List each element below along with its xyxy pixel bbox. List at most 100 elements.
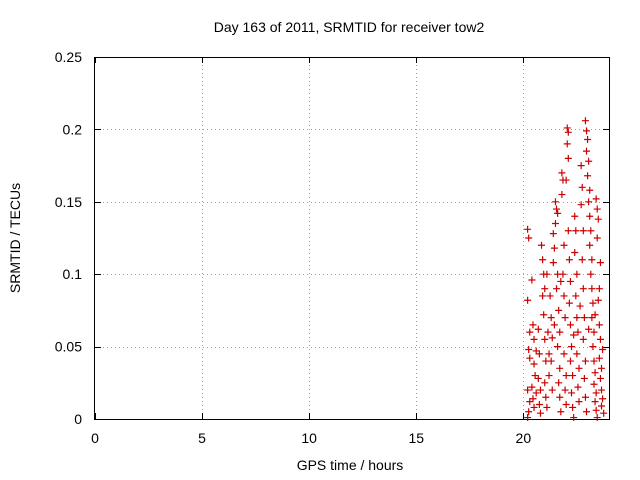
- data-point: [572, 292, 580, 300]
- data-point: [562, 401, 570, 409]
- data-point: [589, 299, 597, 307]
- data-point: [534, 374, 542, 382]
- data-point: [586, 212, 594, 220]
- data-point: [579, 285, 587, 293]
- data-point: [571, 212, 579, 220]
- data-point: [598, 386, 606, 394]
- data-point: [562, 176, 570, 184]
- data-point: [543, 403, 551, 411]
- data-point: [555, 379, 563, 387]
- data-point: [535, 350, 543, 358]
- data-point: [586, 241, 594, 249]
- data-point: [551, 198, 559, 206]
- data-point: [526, 328, 534, 336]
- data-point: [534, 325, 542, 333]
- data-point: [588, 256, 596, 264]
- data-point: [592, 195, 600, 203]
- data-point: [535, 401, 543, 409]
- data-point: [554, 209, 562, 217]
- data-point: [565, 256, 573, 264]
- data-point: [525, 234, 533, 242]
- x-tick-label: 15: [408, 430, 424, 446]
- data-point: [593, 414, 601, 422]
- x-tick-label: 20: [516, 430, 532, 446]
- data-point: [573, 314, 581, 322]
- data-point: [560, 241, 568, 249]
- data-point: [557, 277, 565, 285]
- data-point: [588, 285, 596, 293]
- data-point: [572, 227, 580, 235]
- data-point: [544, 328, 552, 336]
- data-point: [598, 402, 606, 410]
- data-point: [595, 321, 603, 329]
- data-point: [584, 172, 592, 180]
- data-point: [564, 128, 572, 136]
- data-point: [525, 408, 533, 416]
- data-point: [562, 372, 570, 380]
- data-point: [596, 259, 604, 267]
- data-point: [548, 386, 556, 394]
- data-point: [524, 225, 532, 233]
- chart-title: Day 163 of 2011, SRMTID for receiver tow…: [214, 19, 485, 35]
- data-point: [590, 380, 598, 388]
- data-point: [575, 398, 583, 406]
- data-point: [575, 364, 583, 372]
- data-point: [556, 364, 564, 372]
- data-point: [569, 403, 577, 411]
- data-point: [564, 227, 572, 235]
- data-point: [556, 328, 564, 336]
- plot-area-frame: [94, 57, 610, 420]
- data-point: [574, 328, 582, 336]
- data-point: [578, 256, 586, 264]
- data-point: [570, 331, 578, 339]
- data-point: [529, 395, 537, 403]
- data-point: [590, 328, 598, 336]
- tick-labels: 0 5 10 15 20 0 0.05 0.1 0.15 0.2 0.25: [55, 49, 532, 446]
- data-point: [585, 157, 593, 165]
- data-point: [590, 357, 598, 365]
- data-point: [561, 314, 569, 322]
- data-point: [587, 227, 595, 235]
- data-point: [583, 127, 591, 135]
- data-point: [568, 389, 576, 397]
- data-point: [578, 183, 586, 191]
- data-point: [528, 276, 536, 284]
- data-point: [547, 357, 555, 365]
- data-point: [595, 285, 603, 293]
- data-point: [549, 259, 557, 267]
- y-tick-label: 0.05: [55, 339, 82, 355]
- data-point: [564, 154, 572, 162]
- data-point: [550, 244, 558, 252]
- data-point: [574, 383, 582, 391]
- data-point: [579, 335, 587, 343]
- x-tick-label: 10: [301, 430, 317, 446]
- data-point: [541, 379, 549, 387]
- data-point: [573, 350, 581, 358]
- data-point: [568, 343, 576, 351]
- data-point: [553, 205, 561, 213]
- data-point: [546, 292, 554, 300]
- data-point: [591, 398, 599, 406]
- data-point: [600, 409, 608, 417]
- data-point: [541, 335, 549, 343]
- data-points: [524, 117, 608, 422]
- data-point: [538, 241, 546, 249]
- data-point: [526, 354, 534, 362]
- data-point: [571, 248, 579, 256]
- data-point: [532, 389, 540, 397]
- data-point: [530, 360, 538, 368]
- data-point: [524, 386, 532, 394]
- data-point: [581, 357, 589, 365]
- data-point: [566, 321, 574, 329]
- data-point: [558, 191, 566, 199]
- data-point: [577, 201, 585, 209]
- data-point: [559, 270, 567, 278]
- data-point: [529, 321, 537, 329]
- data-point: [598, 364, 606, 372]
- data-point: [591, 311, 599, 319]
- y-tick-label: 0.15: [55, 194, 82, 210]
- data-point: [539, 292, 547, 300]
- data-point: [554, 343, 562, 351]
- data-point: [541, 285, 549, 293]
